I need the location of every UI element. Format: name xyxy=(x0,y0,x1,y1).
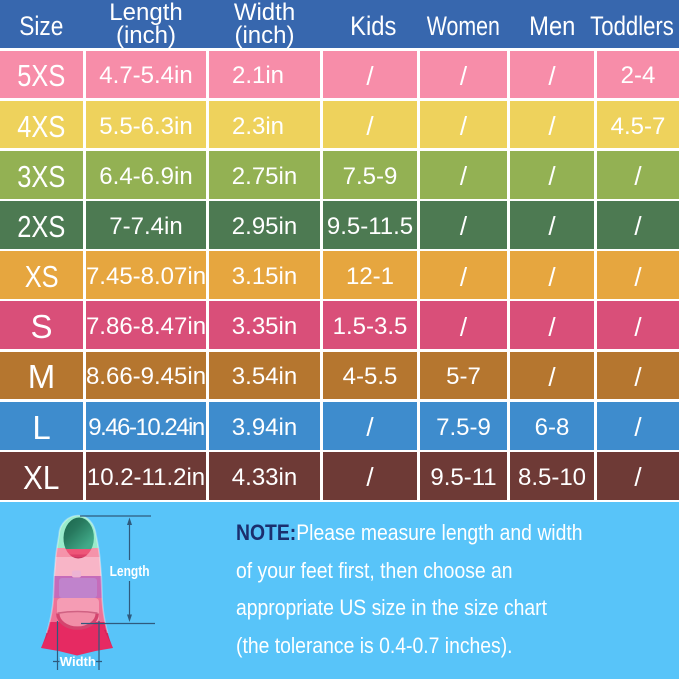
svg-text:Width: Width xyxy=(60,654,96,669)
svg-text:Length: Length xyxy=(110,563,150,580)
